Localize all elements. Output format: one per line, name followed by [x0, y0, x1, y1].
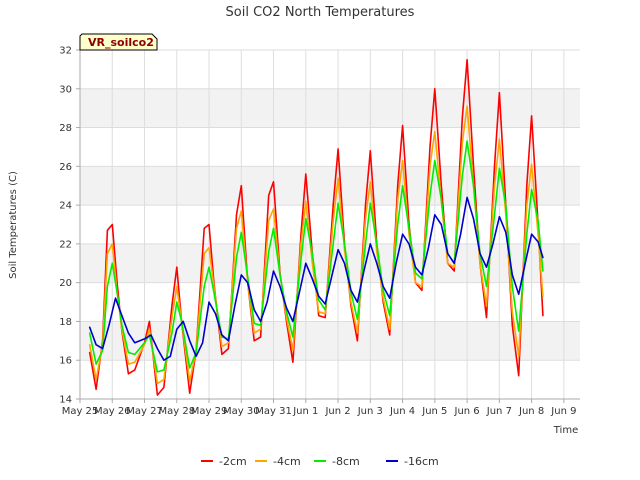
y-tick-label: 16 — [59, 356, 72, 367]
y-tick-label: 20 — [59, 278, 72, 289]
x-tick-label: May 30 — [223, 406, 260, 417]
y-tick-label: 24 — [59, 201, 72, 212]
y-tick-label: 18 — [59, 317, 72, 328]
x-tick-label: Jun 4 — [389, 406, 415, 417]
x-tick-label: Jun 8 — [518, 406, 544, 417]
x-tick-label: Jun 3 — [357, 406, 383, 417]
legend-label--4cm: -4cm — [273, 455, 301, 468]
y-tick-label: 22 — [59, 239, 72, 250]
plot-band — [80, 88, 580, 128]
y-tick-label: 32 — [59, 46, 72, 57]
plot-bands — [80, 88, 580, 361]
x-tick-label: May 26 — [94, 406, 131, 417]
axes — [79, 50, 580, 400]
legend-label--8cm: -8cm — [332, 455, 360, 468]
x-tick-label: Jun 1 — [292, 406, 318, 417]
site-label: VR_soilco2 — [88, 36, 154, 49]
series-lines — [88, 58, 544, 396]
chart-title: Soil CO2 North Temperatures — [226, 5, 415, 20]
x-tick-label: May 25 — [62, 406, 99, 417]
x-tick-label: Jun 2 — [324, 406, 350, 417]
y-tick-label: 14 — [59, 395, 72, 406]
y-tick-label: 28 — [59, 123, 72, 134]
x-tick-label: May 28 — [158, 406, 195, 417]
y-tick-labels: 14 16 18 20 22 24 26 28 30 32 — [59, 46, 80, 406]
x-tick-label: May 27 — [126, 406, 163, 417]
x-axis-title: Time — [553, 425, 578, 436]
x-tick-label: Jun 6 — [454, 406, 480, 417]
series-line--8cm — [88, 140, 544, 373]
legend: -2cm -4cm -8cm -16cm — [201, 455, 439, 468]
x-tick-label: May 31 — [255, 406, 292, 417]
series-line--16cm — [88, 196, 544, 362]
y-tick-label: 26 — [59, 162, 72, 173]
legend-label--2cm: -2cm — [219, 455, 247, 468]
legend-label--16cm: -16cm — [404, 455, 439, 468]
y-tick-label: 30 — [59, 84, 72, 95]
x-tick-label: Jun 9 — [550, 406, 576, 417]
x-tick-label: May 29 — [191, 406, 228, 417]
x-tick-label: Jun 7 — [486, 406, 512, 417]
plot-band — [80, 321, 580, 361]
x-tick-label: Jun 5 — [421, 406, 447, 417]
y-axis-title: Soil Temperatures (C) — [8, 171, 19, 279]
site-label-box: VR_soilco2 — [79, 33, 158, 51]
